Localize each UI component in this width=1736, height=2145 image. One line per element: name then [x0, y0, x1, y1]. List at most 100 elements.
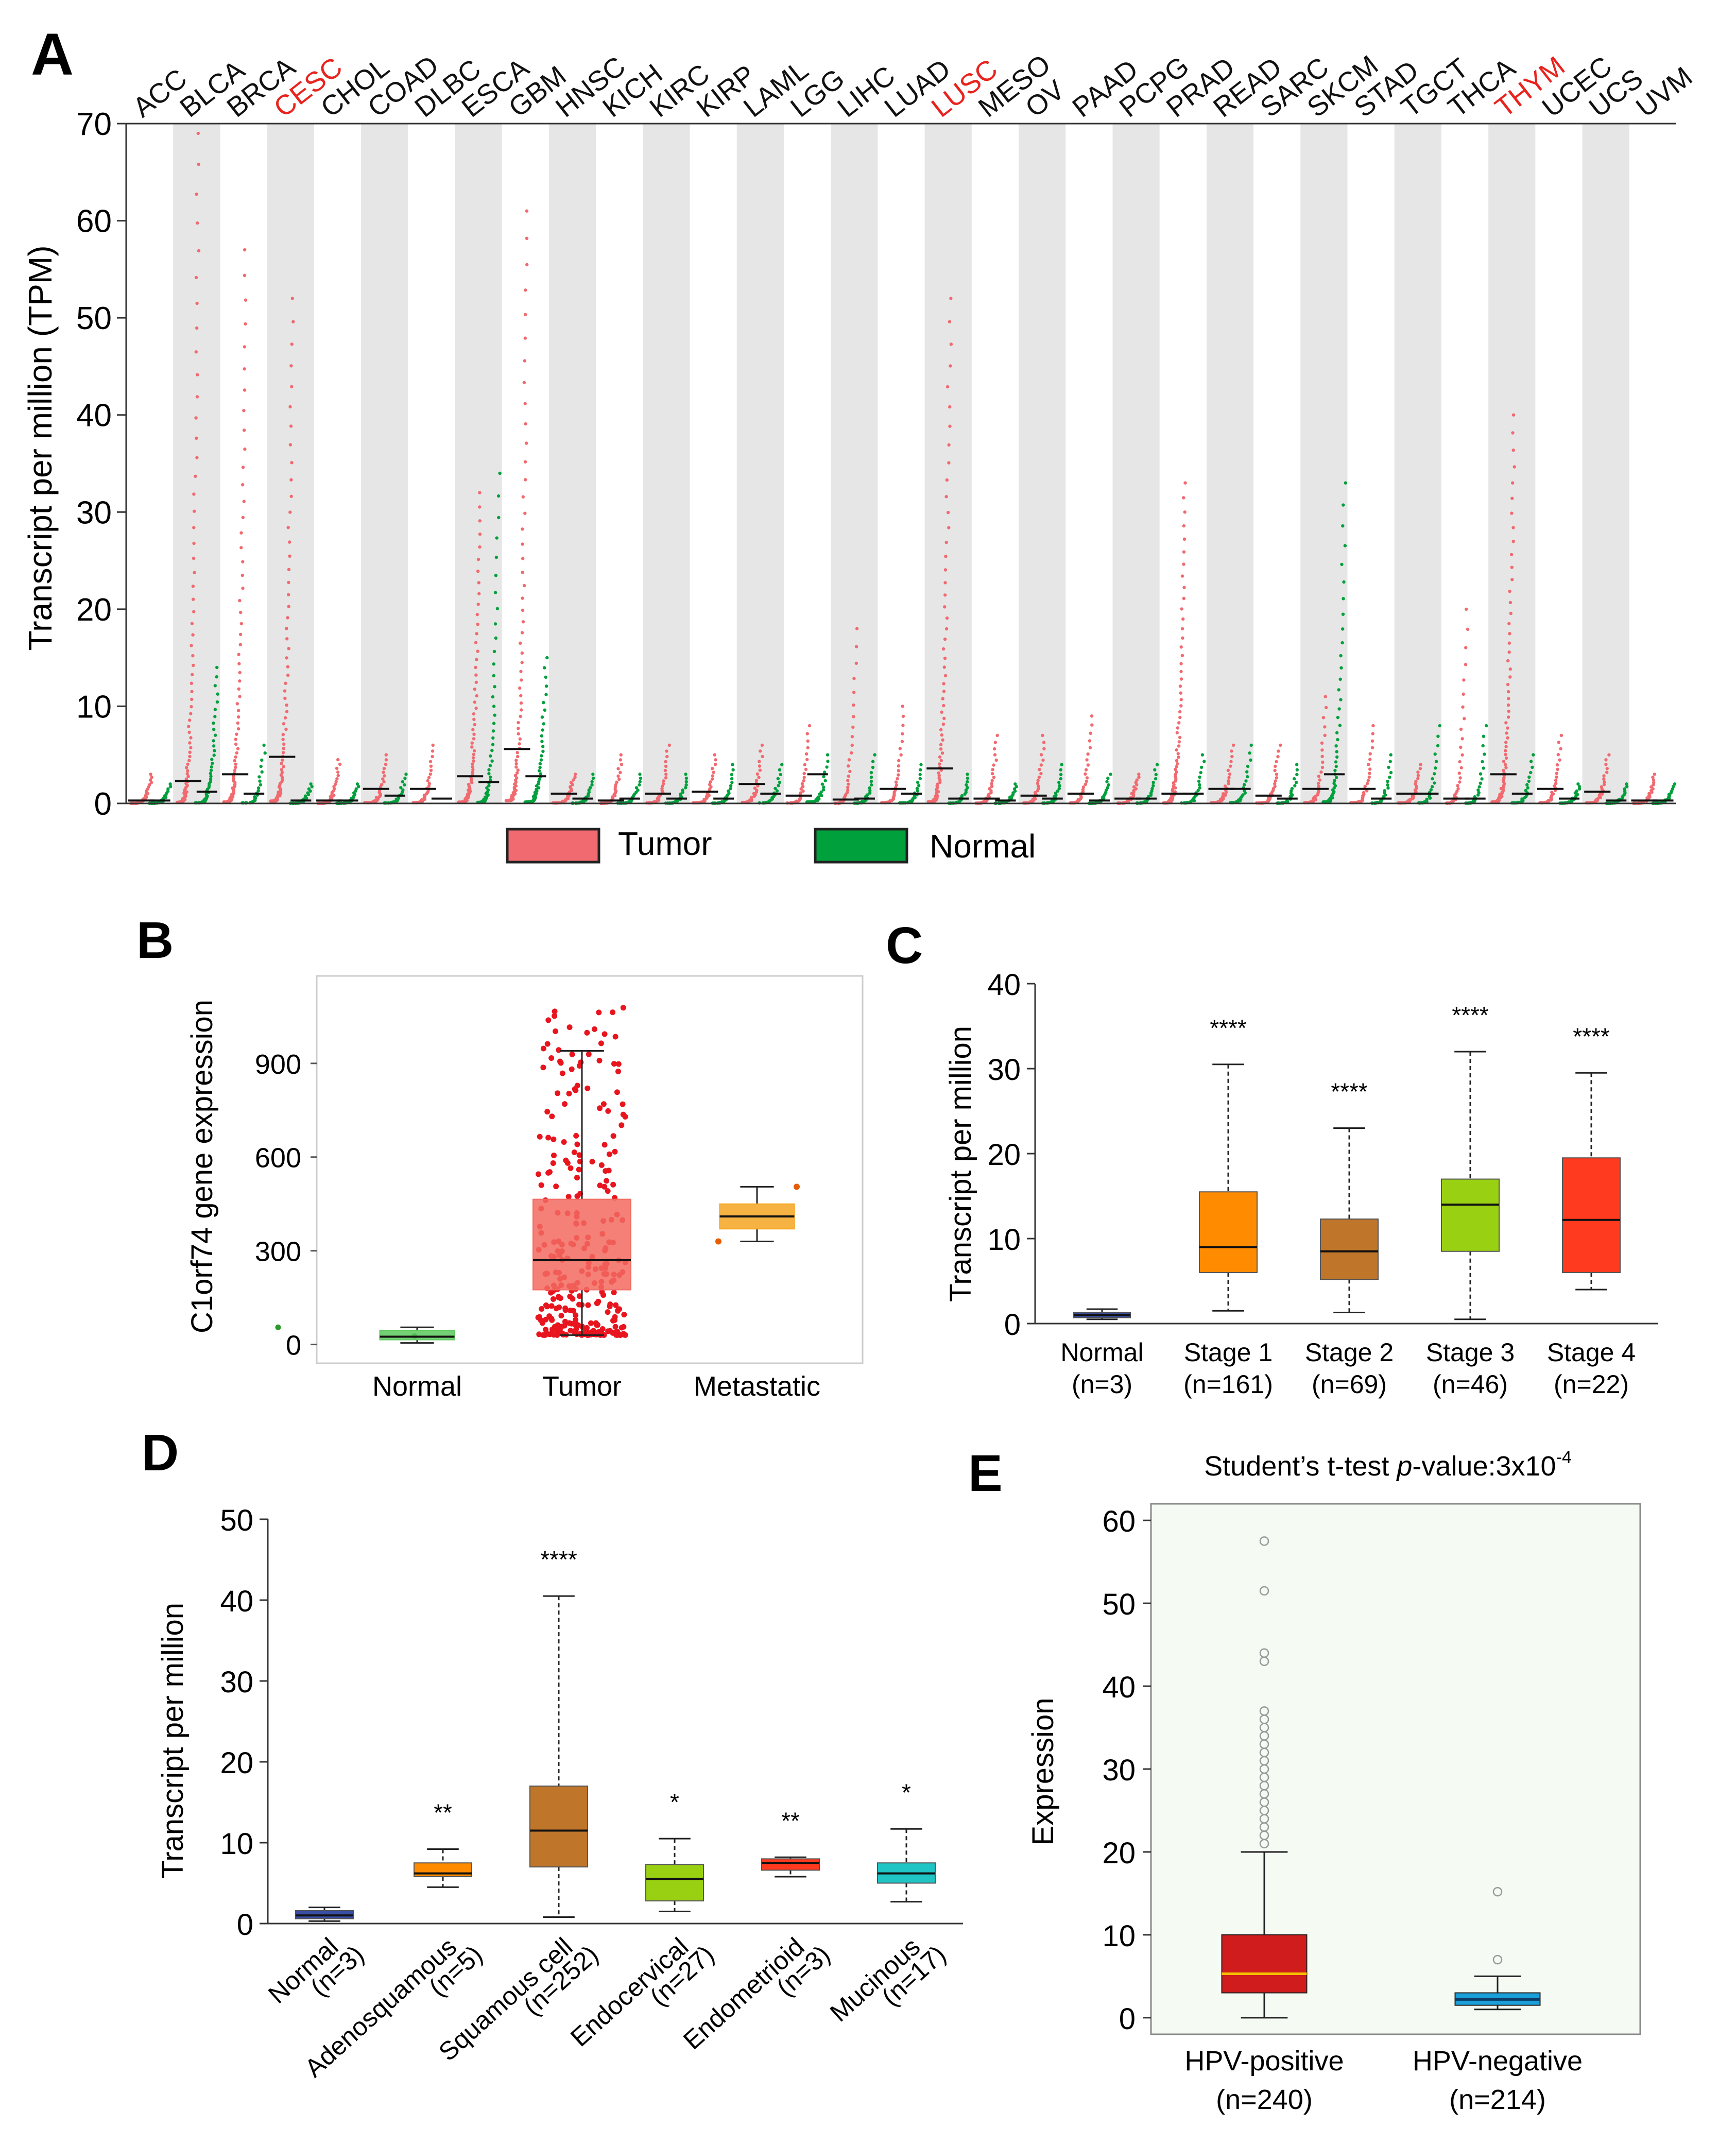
tumor-point-gbm [514, 762, 518, 766]
normal-point-lgg [821, 788, 826, 792]
b-tumor-point [586, 1051, 592, 1057]
normal-point-gbm [545, 656, 549, 660]
tumor-point-luad [895, 783, 899, 787]
b-tumor-point [597, 1182, 603, 1189]
b-tumor-point [584, 1029, 590, 1036]
legend-normal-label: Normal [930, 828, 1036, 865]
normal-point-ov [1060, 763, 1063, 766]
normal-point-ucec [1577, 787, 1582, 791]
e-y-tick-label: 40 [1102, 1671, 1136, 1704]
tumor-point-thca [1462, 678, 1466, 682]
tumor-point-gbm [513, 774, 518, 778]
b-tumor-point [553, 1183, 559, 1190]
tumor-point-gbm [525, 263, 529, 267]
tumor-point-kirp [708, 783, 712, 786]
tumor-point-ucec [1555, 771, 1559, 775]
tumor-point-luad [901, 714, 905, 718]
normal-point-skcm [1334, 764, 1338, 768]
e-hpv-positive-box [1221, 1934, 1308, 1994]
tumor-point-stad [1371, 724, 1375, 728]
tumor-point-blca [193, 509, 196, 513]
normal-point-skcm [1340, 641, 1344, 645]
e-outlier [1259, 1648, 1269, 1658]
normal-point-ov [1057, 787, 1061, 791]
tumor-point-meso [995, 733, 999, 737]
tumor-point-stad [1357, 799, 1361, 803]
b-tumor-point [536, 1331, 542, 1337]
tumor-point-lusc [939, 728, 943, 732]
tumor-point-blca [196, 373, 199, 376]
tumor-point-thca [1464, 663, 1468, 666]
tumor-point-paad [1090, 723, 1094, 727]
tumor-point-tgct [1419, 763, 1422, 766]
normal-point-esca [495, 607, 500, 611]
tumor-point-skcm [1323, 733, 1327, 737]
tumor-point-cesc [282, 765, 285, 768]
normal-point-coad [404, 773, 408, 776]
tumor-point-esca [474, 706, 478, 710]
tumor-point-esca [471, 765, 475, 769]
tumor-point-dlbc [431, 749, 435, 753]
tumor-point-brca [236, 747, 240, 751]
tumor-point-chol [336, 758, 340, 762]
tumor-point-cesc [287, 580, 290, 585]
tumor-point-kirc [667, 743, 672, 747]
tumor-point-meso [990, 784, 994, 788]
panel-c-plot: 0 10 20 30 40 Normal (n=3) Stage 1 (n=161) **** St… [987, 968, 1658, 1399]
normal-point-thym [1531, 765, 1534, 769]
normal-point-esca [497, 516, 501, 520]
b-tumor-point [567, 1308, 573, 1313]
panel-e-title-prefix: Student’s t-test [1204, 1451, 1397, 1482]
b-tumor-point [613, 1302, 619, 1308]
normal-point-gbm [537, 769, 541, 773]
tumor-point-acc [148, 783, 151, 787]
c-significance: **** [1210, 1015, 1247, 1041]
b-tumor-point [620, 1005, 626, 1011]
tumor-point-prad [1176, 752, 1180, 756]
normal-point-skcm [1341, 524, 1345, 528]
tumor-point-thym [1511, 431, 1515, 435]
tumor-point-laml [758, 764, 762, 768]
normal-point-blca [213, 708, 217, 711]
tumor-point-blca [190, 622, 194, 626]
tumor-point-skcm [1320, 741, 1324, 745]
normal-point-coad [401, 780, 404, 784]
tumor-point-gbm [521, 620, 525, 624]
tumor-point-tgct [1416, 770, 1420, 774]
tumor-point-thym [1510, 565, 1514, 569]
normal-point-ucs [1623, 787, 1626, 791]
tumor-point-paad [1081, 785, 1086, 789]
tumor-point-lgg [795, 799, 798, 803]
column-shade-ucs [1582, 124, 1629, 803]
b-tumor-point [550, 1296, 556, 1302]
tumor-point-lihc [846, 788, 850, 792]
tumor-point-coad [381, 777, 385, 781]
panel-e-title-exponent: -4 [1556, 1448, 1572, 1467]
normal-point-laml [777, 784, 780, 787]
b-normal-box [379, 1330, 455, 1341]
tumor-point-prad [1177, 721, 1181, 725]
tumor-point-luad [899, 753, 903, 757]
tumor-point-gbm [523, 359, 527, 363]
tumor-point-cesc [287, 593, 290, 597]
tumor-point-ucec [1555, 763, 1559, 767]
tumor-point-thca [1466, 627, 1470, 631]
tumor-point-lusc [939, 743, 943, 747]
tumor-point-blca [184, 777, 188, 781]
b-normal-point [275, 1324, 281, 1330]
tumor-point-gbm [521, 608, 525, 612]
tumor-point-brca [241, 560, 245, 564]
tumor-point-lgg [806, 739, 810, 743]
normal-point-laml [778, 780, 782, 784]
tumor-point-ucec [1557, 741, 1560, 744]
tumor-point-lusc [942, 665, 947, 669]
tumor-point-blca [195, 456, 199, 459]
tumor-point-paad [1088, 739, 1092, 743]
tumor-point-coad [384, 753, 388, 757]
tumor-point-hnsc [572, 778, 575, 782]
normal-point-hnsc [587, 788, 591, 792]
normal-point-gbm [541, 749, 545, 753]
normal-point-blca [212, 739, 215, 743]
e-n-label: (n=240) [1216, 2084, 1313, 2115]
